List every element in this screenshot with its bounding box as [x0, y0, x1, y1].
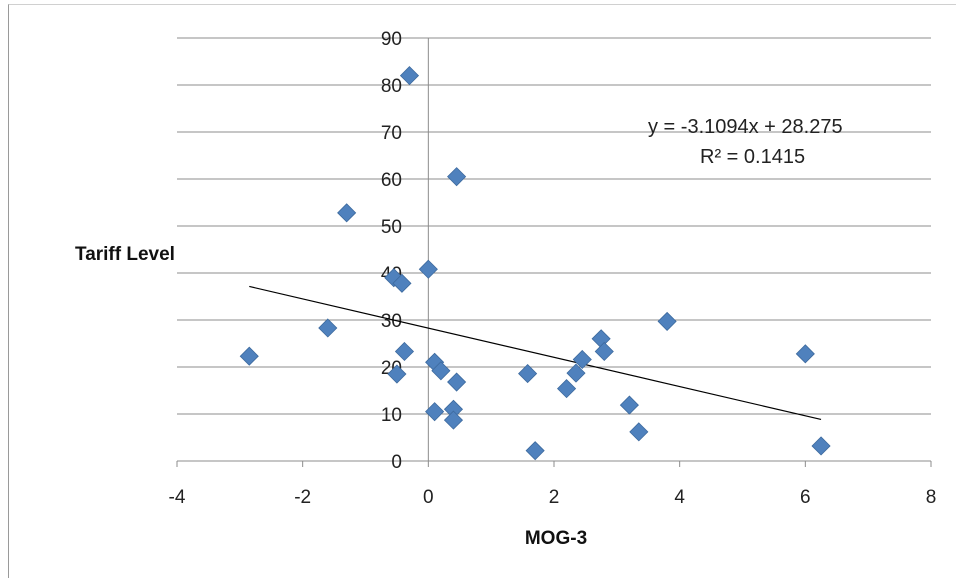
x-tick-label: 2	[549, 487, 560, 508]
x-tick-label: -4	[169, 487, 186, 508]
data-points	[239, 66, 831, 461]
y-tick-label: 70	[381, 123, 402, 144]
data-point	[418, 259, 438, 279]
y-tick-label: 10	[381, 405, 402, 426]
x-tick-label: 0	[423, 487, 434, 508]
y-tick-label: 60	[381, 170, 402, 191]
data-point	[518, 364, 538, 384]
y-tick-label: 80	[381, 76, 402, 97]
trendline	[249, 285, 822, 421]
data-point	[572, 349, 592, 370]
data-point	[566, 363, 586, 383]
data-point	[443, 410, 464, 430]
data-point	[399, 66, 420, 86]
data-point	[657, 311, 677, 331]
x-tick-label: -2	[294, 487, 311, 508]
gridlines	[177, 37, 931, 415]
data-point	[629, 422, 649, 442]
y-axis-title: Tariff Level	[75, 244, 175, 265]
data-point	[525, 441, 545, 461]
data-point	[557, 379, 577, 399]
data-point	[811, 436, 831, 456]
chart-frame	[8, 4, 956, 578]
data-point	[318, 318, 338, 338]
x-axis-title: MOG-3	[525, 528, 587, 549]
trendline-equation: y = -3.1094x + 28.275	[648, 116, 843, 138]
x-tick-label: 8	[926, 487, 937, 508]
r-squared-label: R² = 0.1415	[700, 146, 805, 168]
data-point	[795, 344, 815, 364]
axes	[176, 37, 932, 467]
x-tick-labels: -4 -2 0 2 4 6 8	[169, 487, 937, 508]
data-point	[394, 341, 415, 362]
data-point	[447, 372, 467, 392]
y-tick-label: 90	[381, 29, 402, 50]
y-tick-label: 30	[381, 311, 402, 332]
data-point	[337, 203, 357, 223]
data-point	[239, 346, 259, 366]
y-tick-labels: 0102030405060708090	[381, 29, 402, 473]
x-tick-label: 4	[674, 487, 685, 508]
data-point	[431, 361, 451, 381]
data-point	[425, 402, 445, 422]
data-point	[447, 167, 467, 187]
data-point	[594, 341, 614, 362]
y-tick-label: 0	[391, 452, 402, 473]
data-point	[619, 395, 639, 415]
x-tick-label: 6	[800, 487, 811, 508]
data-point	[392, 273, 412, 293]
y-tick-label: 50	[381, 217, 402, 238]
data-point	[387, 364, 407, 384]
